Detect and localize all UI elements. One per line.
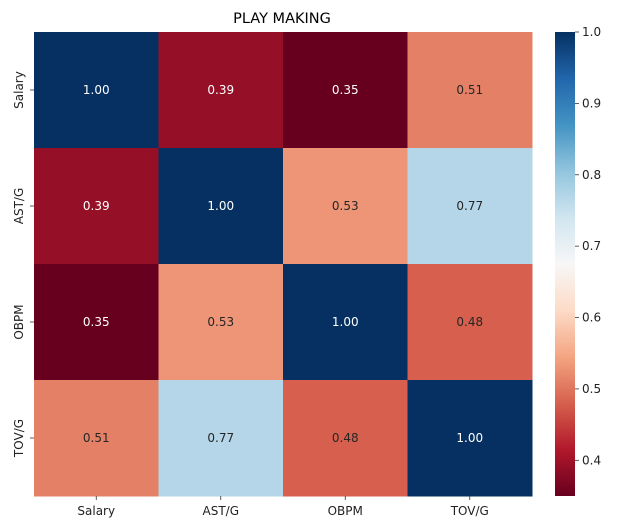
cell-value-label: 0.53 <box>332 199 359 213</box>
cell-value-label: 0.51 <box>83 431 110 445</box>
heatmap-cell <box>34 148 159 265</box>
colorbar-tick-label: 0.4 <box>582 453 601 467</box>
heatmap-cell <box>407 380 533 497</box>
colorbar-tick-label: 0.7 <box>582 239 601 253</box>
colorbar-tick-label: 0.6 <box>582 311 601 325</box>
cell-value-label: 0.51 <box>456 83 483 97</box>
y-tick-label: AST/G <box>12 188 26 225</box>
heatmap-cells: 1.00 0.39 0.35 0.51 0.39 1.00 0.53 0.77 0.35 0.53… <box>34 32 533 497</box>
heatmap-cell <box>158 380 284 497</box>
chart-title: PLAY MAKING <box>233 11 331 27</box>
colorbar: 0.4 0.5 0.6 0.7 0.8 0.9 1.0 <box>555 25 601 496</box>
cell-value-label: 1.00 <box>83 83 110 97</box>
colorbar-tick-label: 1.0 <box>582 25 601 39</box>
heatmap-cell <box>34 32 159 149</box>
heatmap-cell <box>283 380 408 497</box>
heatmap-cell <box>158 148 284 265</box>
heatmap-cell <box>158 32 284 149</box>
heatmap-cell <box>283 264 408 381</box>
x-tick-label: TOV/G <box>450 504 489 518</box>
heatmap-cell <box>34 380 159 497</box>
heatmap-cell <box>407 32 533 149</box>
x-tick-label: AST/G <box>203 504 240 518</box>
cell-value-label: 1.00 <box>207 199 234 213</box>
x-tick-label: Salary <box>77 504 115 518</box>
cell-value-label: 0.77 <box>207 431 234 445</box>
heatmap-cell <box>283 32 408 149</box>
colorbar-tick-label: 0.9 <box>582 96 601 110</box>
colorbar-tick-label: 0.8 <box>582 168 601 182</box>
cell-value-label: 0.35 <box>332 83 359 97</box>
cell-value-label: 0.48 <box>332 431 359 445</box>
colorbar-gradient <box>555 32 575 496</box>
cell-value-label: 0.35 <box>83 315 110 329</box>
cell-value-label: 0.48 <box>456 315 483 329</box>
cell-value-label: 1.00 <box>456 431 483 445</box>
cell-value-label: 0.39 <box>83 199 110 213</box>
heatmap-cell <box>158 264 284 381</box>
x-axis: Salary AST/G OBPM TOV/G <box>77 496 489 518</box>
y-tick-label: Salary <box>12 71 26 109</box>
y-tick-label: TOV/G <box>12 419 26 458</box>
heatmap-cell <box>283 148 408 265</box>
cell-value-label: 0.53 <box>207 315 234 329</box>
y-axis: Salary AST/G OBPM TOV/G <box>12 71 34 458</box>
heatmap-cell <box>34 264 159 381</box>
y-tick-label: OBPM <box>12 304 26 339</box>
cell-value-label: 1.00 <box>332 315 359 329</box>
heatmap-cell <box>407 264 533 381</box>
x-tick-label: OBPM <box>328 504 363 518</box>
cell-value-label: 0.39 <box>207 83 234 97</box>
heatmap-cell <box>407 148 533 265</box>
colorbar-tick-label: 0.5 <box>582 382 601 396</box>
cell-value-label: 0.77 <box>456 199 483 213</box>
